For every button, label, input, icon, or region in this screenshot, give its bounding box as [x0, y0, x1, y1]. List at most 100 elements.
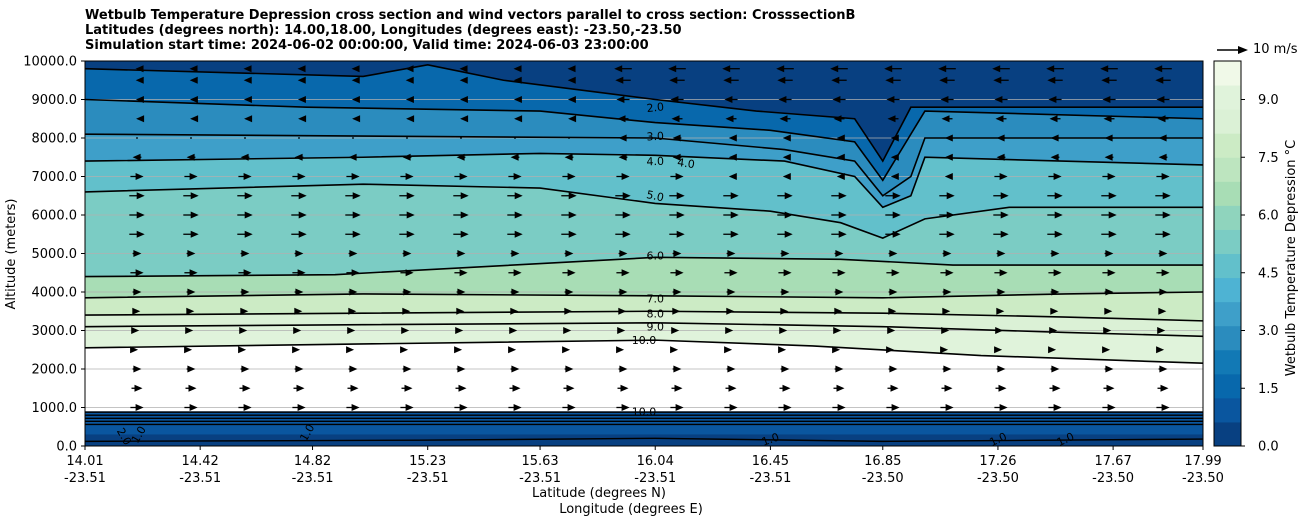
contour-line-5.0 — [85, 183, 1203, 239]
x-tick-label-lon: -23.50 — [1182, 471, 1224, 486]
wind-arrow-head — [1156, 96, 1165, 103]
colorbar-swatch — [1214, 229, 1241, 254]
wind-arrow-head — [887, 327, 896, 334]
wind-arrow-head — [1000, 192, 1009, 200]
wind-arrow-head — [838, 211, 847, 219]
wind-arrow-head — [784, 230, 793, 238]
wind-arrow-head — [513, 96, 522, 103]
wind-arrow-head — [351, 173, 360, 180]
wind-arrow-head — [890, 173, 899, 180]
wind-arrow-head — [1106, 384, 1115, 392]
wind-arrow-head — [1158, 307, 1167, 315]
colorbar-tick-label: 9.0 — [1258, 93, 1279, 108]
contour-label: 9.0 — [646, 321, 664, 334]
wind-arrow-head — [676, 230, 685, 238]
wind-arrow-head — [298, 192, 307, 200]
wind-arrow-head — [297, 76, 306, 84]
wind-arrow-head — [837, 404, 846, 411]
wind-arrow-head — [1103, 115, 1112, 123]
wind-arrow-head — [403, 250, 412, 257]
wind-arrow-head — [782, 134, 791, 142]
wind-arrow-head — [729, 269, 738, 277]
wind-arrow-head — [1000, 211, 1009, 219]
wind-arrow-head — [405, 269, 414, 277]
wind-arrow-head — [244, 211, 253, 219]
wind-arrow-head — [835, 365, 844, 373]
wind-arrow-head — [944, 384, 953, 392]
x-tick-label-lat: 16.85 — [864, 454, 901, 469]
wind-arrow-head — [831, 76, 840, 84]
wind-arrow-head — [405, 96, 414, 103]
colorbar-tick-label: 6.0 — [1258, 209, 1279, 224]
wind-arrow-head — [1053, 404, 1062, 411]
title-line-2: Latitudes (degrees north): 14.00,18.00, … — [85, 23, 682, 38]
wind-arrow-head — [618, 134, 627, 142]
wind-arrow-head — [1159, 365, 1168, 373]
x-tick-label-lon: -23.51 — [179, 471, 221, 486]
wind-arrow-head — [1049, 115, 1058, 123]
wind-arrow-head — [621, 404, 630, 411]
contour-label: 8.0 — [646, 308, 664, 321]
wind-arrow-head — [136, 192, 145, 200]
wind-arrow-head — [1047, 76, 1056, 84]
wind-arrow-head — [1154, 65, 1163, 73]
wind-arrow-head — [833, 115, 842, 123]
wind-arrow-head — [405, 65, 414, 73]
wind-arrow-head — [1103, 327, 1112, 334]
wind-arrow-head — [670, 96, 679, 103]
title-line-1: Wetbulb Temperature Depression cross sec… — [85, 8, 856, 23]
wind-arrow-head — [456, 153, 465, 161]
wind-arrow-head — [514, 211, 523, 219]
wind-arrow-head — [946, 211, 955, 219]
contour-line-1.0-low — [85, 437, 1203, 443]
colorbar-swatch — [1214, 157, 1241, 182]
wind-arrow-head — [1107, 269, 1116, 277]
wind-arrow-head — [240, 307, 249, 315]
wind-arrow-head — [998, 384, 1007, 392]
wind-arrow-head — [190, 192, 199, 200]
wind-arrow-head — [1051, 250, 1060, 257]
wind-arrow-head — [723, 76, 732, 84]
wind-arrow-head — [298, 211, 307, 219]
wind-arrow-head — [241, 288, 250, 296]
x-axis-label-longitude: Longitude (degrees E) — [559, 502, 703, 517]
wind-arrow-head — [136, 211, 145, 219]
wind-arrow-head — [781, 365, 790, 373]
wind-arrow-head — [457, 365, 466, 373]
wind-arrow-head — [784, 192, 793, 200]
contour-label: 6.0 — [646, 249, 664, 262]
wind-arrow-head — [1053, 269, 1062, 277]
wind-arrow-head — [347, 327, 356, 334]
wind-arrow-head — [891, 404, 900, 411]
wind-arrow-head — [622, 230, 631, 238]
wind-arrow-head — [832, 96, 841, 103]
wind-arrow-head — [1156, 346, 1165, 354]
wind-arrow — [568, 137, 570, 139]
wind-arrow-head — [459, 404, 468, 411]
wind-arrow — [298, 137, 300, 139]
wind-arrow-head — [1108, 211, 1117, 219]
wind-arrow-head — [352, 115, 361, 123]
wind-arrow-head — [833, 327, 842, 334]
wind-arrow-head — [351, 404, 360, 411]
wind-arrow-head — [1054, 211, 1063, 219]
x-tick-label-lat: 16.45 — [752, 454, 789, 469]
wind-arrow-head — [730, 192, 739, 200]
wind-arrow-head — [993, 76, 1002, 84]
wind-arrow-head — [295, 288, 304, 296]
x-tick-label-lon: -23.50 — [977, 471, 1019, 486]
wind-arrow-head — [996, 307, 1005, 315]
wind-arrow-head — [1108, 230, 1117, 238]
wind-arrow-head — [293, 327, 302, 334]
colorbar-tick-label: 0.0 — [1258, 440, 1279, 455]
wind-arrow-head — [1161, 404, 1170, 411]
wind-arrow-head — [406, 211, 415, 219]
wind-arrow-head — [618, 153, 627, 161]
wind-arrow-head — [994, 96, 1003, 103]
wind-arrow-head — [513, 76, 522, 84]
x-tick-label-lat: 14.82 — [294, 454, 331, 469]
wind-arrow-head — [402, 307, 411, 315]
wind-arrow-head — [779, 327, 788, 334]
wind-arrow-head — [673, 365, 682, 373]
wind-arrow-head — [350, 384, 359, 392]
